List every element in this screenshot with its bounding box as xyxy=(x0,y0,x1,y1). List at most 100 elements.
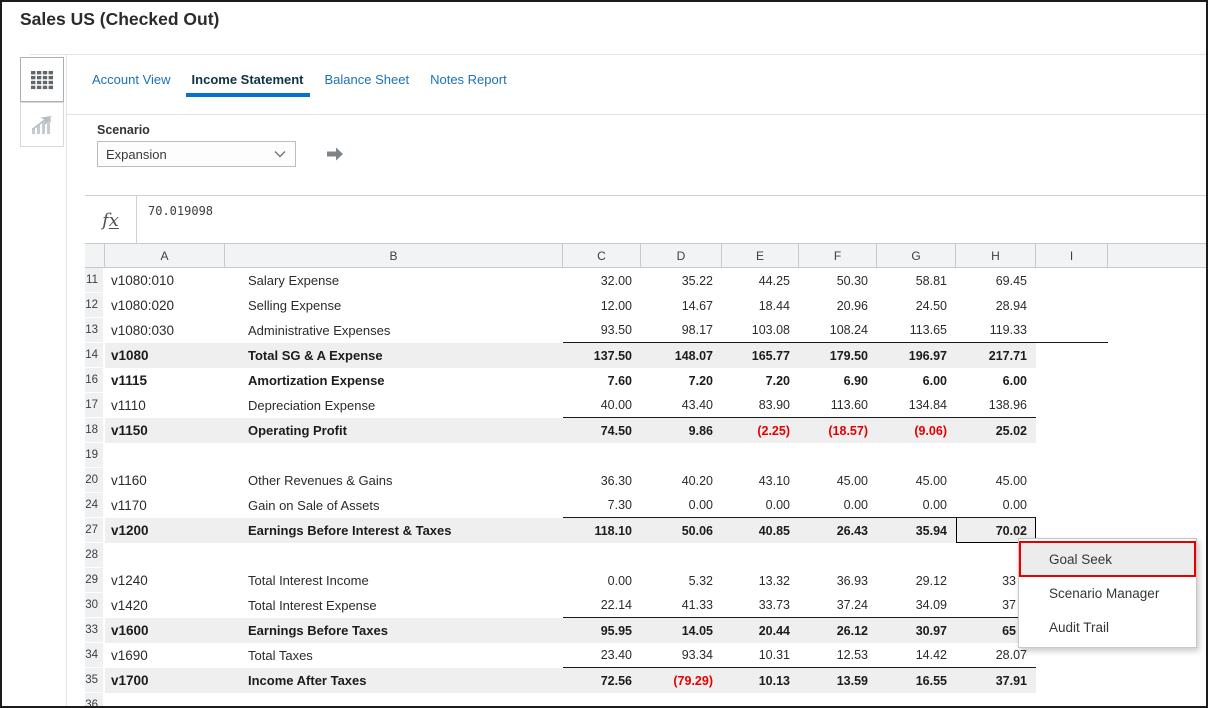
cell-C-34[interactable]: 23.40 xyxy=(563,643,641,668)
cell-D-12[interactable]: 14.67 xyxy=(641,293,722,318)
row-header-20[interactable]: 20 xyxy=(85,468,105,493)
cell-B-17[interactable]: Depreciation Expense xyxy=(225,393,563,418)
cell-G-14[interactable]: 196.97 xyxy=(877,343,956,368)
row-header-27[interactable]: 27 xyxy=(85,518,105,543)
cell-C-16[interactable]: 7.60 xyxy=(563,368,641,393)
cell-H-11[interactable]: 69.45 xyxy=(956,268,1036,293)
cell-G-12[interactable]: 24.50 xyxy=(877,293,956,318)
cell-B-28[interactable] xyxy=(225,543,563,568)
cell-E-35[interactable]: 10.13 xyxy=(722,668,799,693)
cell-G-34[interactable]: 14.42 xyxy=(877,643,956,668)
go-button[interactable] xyxy=(325,145,345,163)
cell-B-24[interactable]: Gain on Sale of Assets xyxy=(225,493,563,518)
cell-A-13[interactable]: v1080:030 xyxy=(105,318,225,343)
cell-B-11[interactable]: Salary Expense xyxy=(225,268,563,293)
cell-F-27[interactable]: 26.43 xyxy=(799,518,877,543)
cell-A-16[interactable]: v1115 xyxy=(105,368,225,393)
row-header-19[interactable]: 19 xyxy=(85,443,105,468)
cell-B-16[interactable]: Amortization Expense xyxy=(225,368,563,393)
cell-A-29[interactable]: v1240 xyxy=(105,568,225,593)
cell-E-14[interactable]: 165.77 xyxy=(722,343,799,368)
menu-item-audit-trail[interactable]: Audit Trail xyxy=(1021,611,1194,643)
cell-B-30[interactable]: Total Interest Expense xyxy=(225,593,563,618)
cell-E-33[interactable]: 20.44 xyxy=(722,618,799,643)
row-header-12[interactable]: 12 xyxy=(85,293,105,318)
column-header-B[interactable]: B xyxy=(225,243,563,268)
cell-D-14[interactable]: 148.07 xyxy=(641,343,722,368)
cell-A-19[interactable] xyxy=(105,443,225,468)
cell-A-24[interactable]: v1170 xyxy=(105,493,225,518)
cell-D-24[interactable]: 0.00 xyxy=(641,493,722,518)
cell-I-20[interactable] xyxy=(1036,468,1108,493)
row-header-34[interactable]: 34 xyxy=(85,643,105,668)
cell-E-27[interactable]: 40.85 xyxy=(722,518,799,543)
cell-E-13[interactable]: 103.08 xyxy=(722,318,799,343)
cell-B-12[interactable]: Selling Expense xyxy=(225,293,563,318)
column-header-A[interactable]: A xyxy=(105,243,225,268)
cell-A-18[interactable]: v1150 xyxy=(105,418,225,443)
cell-F-12[interactable]: 20.96 xyxy=(799,293,877,318)
cell-F-29[interactable]: 36.93 xyxy=(799,568,877,593)
row-header-36[interactable]: 36 xyxy=(85,693,105,708)
cell-B-13[interactable]: Administrative Expenses xyxy=(225,318,563,343)
cell-D-19[interactable] xyxy=(641,443,722,468)
cell-A-27[interactable]: v1200 xyxy=(105,518,225,543)
cell-B-27[interactable]: Earnings Before Interest & Taxes xyxy=(225,518,563,543)
cell-E-19[interactable] xyxy=(722,443,799,468)
cell-G-29[interactable]: 29.12 xyxy=(877,568,956,593)
tab-account-view[interactable]: Account View xyxy=(86,70,177,97)
row-header-33[interactable]: 33 xyxy=(85,618,105,643)
cell-F-19[interactable] xyxy=(799,443,877,468)
cell-H-19[interactable] xyxy=(956,443,1036,468)
column-header-G[interactable]: G xyxy=(877,243,956,268)
cell-F-16[interactable]: 6.90 xyxy=(799,368,877,393)
column-header-H[interactable]: H xyxy=(956,243,1036,268)
cell-C-14[interactable]: 137.50 xyxy=(563,343,641,368)
cell-C-24[interactable]: 7.30 xyxy=(563,493,641,518)
cell-I-11[interactable] xyxy=(1036,268,1108,293)
cell-G-30[interactable]: 34.09 xyxy=(877,593,956,618)
cell-C-35[interactable]: 72.56 xyxy=(563,668,641,693)
cell-I-36[interactable] xyxy=(1036,693,1108,708)
cell-B-34[interactable]: Total Taxes xyxy=(225,643,563,668)
cell-C-33[interactable]: 95.95 xyxy=(563,618,641,643)
row-header-13[interactable]: 13 xyxy=(85,318,105,343)
cell-B-19[interactable] xyxy=(225,443,563,468)
cell-G-36[interactable] xyxy=(877,693,956,708)
cell-G-19[interactable] xyxy=(877,443,956,468)
cell-D-36[interactable] xyxy=(641,693,722,708)
cell-D-16[interactable]: 7.20 xyxy=(641,368,722,393)
cell-D-33[interactable]: 14.05 xyxy=(641,618,722,643)
cell-C-29[interactable]: 0.00 xyxy=(563,568,641,593)
cell-G-17[interactable]: 134.84 xyxy=(877,393,956,418)
column-header-D[interactable]: D xyxy=(641,243,722,268)
cell-D-17[interactable]: 43.40 xyxy=(641,393,722,418)
cell-E-17[interactable]: 83.90 xyxy=(722,393,799,418)
cell-A-33[interactable]: v1600 xyxy=(105,618,225,643)
cell-B-14[interactable]: Total SG & A Expense xyxy=(225,343,563,368)
cell-A-11[interactable]: v1080:010 xyxy=(105,268,225,293)
cell-G-20[interactable]: 45.00 xyxy=(877,468,956,493)
cell-G-28[interactable] xyxy=(877,543,956,568)
cell-H-17[interactable]: 138.96 xyxy=(956,393,1036,418)
cell-B-33[interactable]: Earnings Before Taxes xyxy=(225,618,563,643)
cell-H-20[interactable]: 45.00 xyxy=(956,468,1036,493)
cell-F-35[interactable]: 13.59 xyxy=(799,668,877,693)
cell-A-14[interactable]: v1080 xyxy=(105,343,225,368)
cell-B-29[interactable]: Total Interest Income xyxy=(225,568,563,593)
cell-E-11[interactable]: 44.25 xyxy=(722,268,799,293)
cell-E-30[interactable]: 33.73 xyxy=(722,593,799,618)
cell-G-35[interactable]: 16.55 xyxy=(877,668,956,693)
cell-C-13[interactable]: 93.50 xyxy=(563,318,641,343)
column-header-C[interactable]: C xyxy=(563,243,641,268)
cell-D-34[interactable]: 93.34 xyxy=(641,643,722,668)
tab-income-statement[interactable]: Income Statement xyxy=(186,70,310,97)
cell-I-17[interactable] xyxy=(1036,393,1108,418)
tab-balance-sheet[interactable]: Balance Sheet xyxy=(319,70,416,97)
scenario-dropdown[interactable]: Expansion xyxy=(97,141,296,167)
cell-I-16[interactable] xyxy=(1036,368,1108,393)
cell-E-12[interactable]: 18.44 xyxy=(722,293,799,318)
cell-A-35[interactable]: v1700 xyxy=(105,668,225,693)
cell-H-18[interactable]: 25.02 xyxy=(956,418,1036,443)
cell-C-12[interactable]: 12.00 xyxy=(563,293,641,318)
